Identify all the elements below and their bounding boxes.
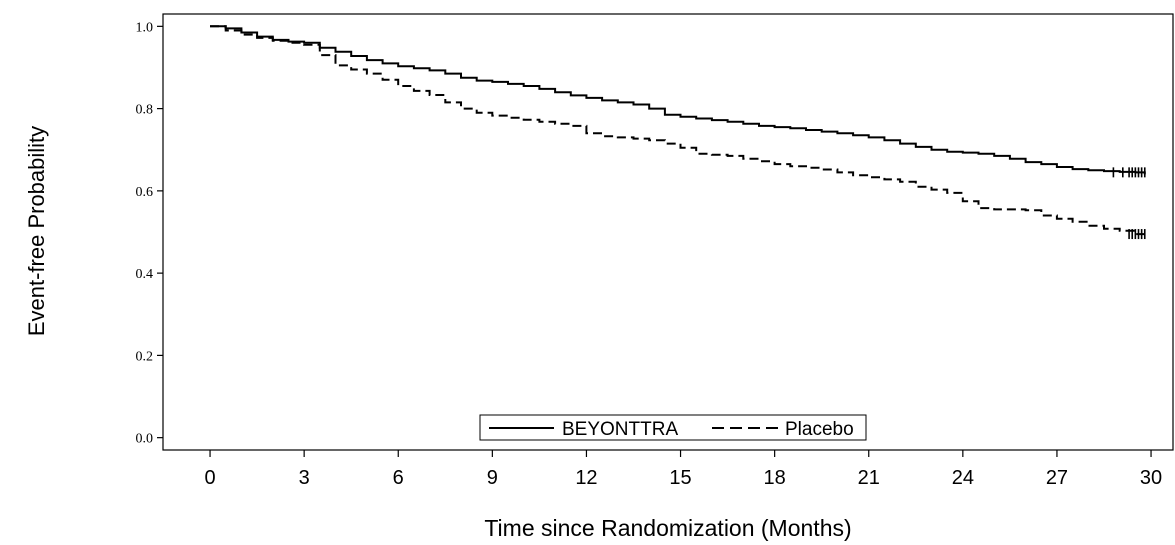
x-tick-label: 12 xyxy=(575,467,597,489)
x-tick-label: 18 xyxy=(764,467,786,489)
y-axis-label: Event-free Probability xyxy=(24,126,49,336)
y-tick-label: 1.0 xyxy=(136,20,154,35)
y-tick-label: 0.4 xyxy=(136,267,154,282)
x-tick-label: 21 xyxy=(858,467,880,489)
x-tick-label: 30 xyxy=(1140,467,1162,489)
legend: BEYONTTRA Placebo xyxy=(479,414,867,441)
y-tick-label: 0.6 xyxy=(136,185,154,200)
legend-label-placebo: Placebo xyxy=(785,419,854,440)
y-axis: 0.0 0.2 0.4 0.6 0.8 1.0 xyxy=(136,20,163,447)
x-tick-label: 15 xyxy=(669,467,691,489)
x-axis-label: Time since Randomization (Months) xyxy=(484,515,851,541)
series-line-beyonttra xyxy=(210,25,1146,175)
y-tick-label: 0.2 xyxy=(136,349,154,364)
x-tick-label: 3 xyxy=(299,467,310,489)
x-axis: 0 3 6 9 12 15 18 21 24 27 30 xyxy=(204,450,1162,489)
plot-frame xyxy=(162,13,1174,451)
x-tick-label: 24 xyxy=(952,467,974,489)
legend-label-beyonttra: BEYONTTRA xyxy=(562,419,678,440)
x-tick-label: 0 xyxy=(204,467,215,489)
y-tick-label: 0.8 xyxy=(136,103,154,118)
x-tick-label: 27 xyxy=(1046,467,1068,489)
censor-layer xyxy=(1112,167,1146,240)
series-line-placebo xyxy=(210,25,1145,236)
x-tick-label: 6 xyxy=(393,467,404,489)
series-layer xyxy=(210,25,1146,236)
x-tick-label: 9 xyxy=(487,467,498,489)
y-tick-label: 0.0 xyxy=(136,432,154,447)
